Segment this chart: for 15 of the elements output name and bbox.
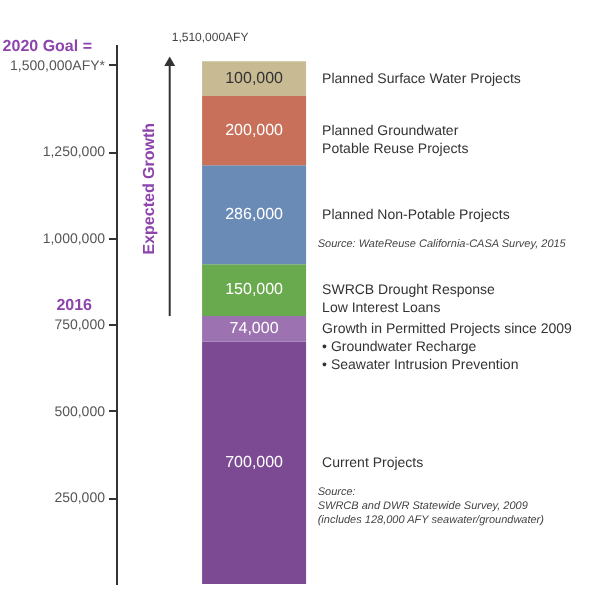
- data-label: 200,000: [225, 120, 285, 139]
- bar: [202, 341, 307, 584]
- data-label: 74,000: [229, 318, 280, 337]
- data-label: 150,000: [225, 280, 285, 299]
- text: 2020 Goal =: [2, 36, 93, 55]
- text: Expected Growth: [139, 122, 158, 255]
- bar: [202, 264, 307, 317]
- bar: [202, 165, 307, 265]
- data-label: 100,000: [225, 68, 285, 87]
- bar: [202, 95, 307, 166]
- data-label: 700,000: [225, 452, 285, 471]
- bar: [202, 61, 307, 96]
- text: 2016: [56, 296, 94, 315]
- bar: [202, 316, 307, 342]
- data-label: 286,000: [225, 204, 285, 223]
